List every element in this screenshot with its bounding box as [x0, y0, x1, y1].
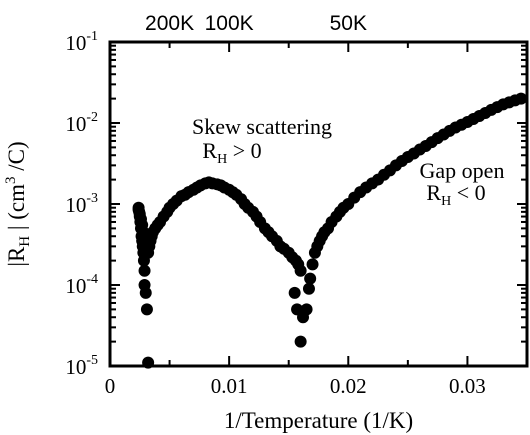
annotation-rh-negative: RH < 0 — [426, 180, 485, 209]
y-tick-label: 10-2 — [65, 110, 98, 136]
data-point — [139, 286, 152, 299]
y-tick-label: 10-4 — [65, 272, 98, 298]
top-axis-temperature-label: 200K — [145, 12, 194, 35]
data-point — [294, 335, 307, 348]
data-point — [288, 286, 301, 299]
data-points — [132, 92, 528, 369]
y-tick-label: 10-5 — [65, 353, 98, 379]
tick-labels: 0 0.01 0.02 0.03 10-5 10-4 10-3 10-2 10-1 200K 100… — [65, 12, 485, 398]
top-axis-temperature-label: 100K — [205, 12, 254, 35]
top-axis-temperature-label: 50K — [330, 12, 367, 35]
x-axis-label: 1/Temperature (1/K) — [224, 408, 413, 433]
annotation-gap-open: Gap open — [420, 158, 505, 183]
x-tick-label: 0.02 — [330, 374, 367, 398]
y-axis-label: |RH | (cm3 /C) — [3, 141, 33, 266]
x-tick-label: 0.03 — [449, 374, 486, 398]
data-point — [300, 303, 313, 316]
x-tick-label: 0.01 — [211, 374, 248, 398]
data-point — [294, 264, 307, 277]
y-tick-label: 10-3 — [65, 191, 98, 217]
data-point — [138, 264, 151, 277]
data-point — [304, 272, 317, 285]
data-point — [140, 303, 153, 316]
data-point — [302, 282, 315, 295]
axis-ticks — [109, 41, 527, 367]
x-tick-label: 0 — [105, 374, 116, 398]
annotation-rh-positive: RH > 0 — [202, 138, 261, 167]
y-tick-label: 10-1 — [65, 29, 98, 55]
data-point — [306, 258, 319, 271]
annotation-skew-scattering: Skew scattering — [192, 114, 332, 139]
